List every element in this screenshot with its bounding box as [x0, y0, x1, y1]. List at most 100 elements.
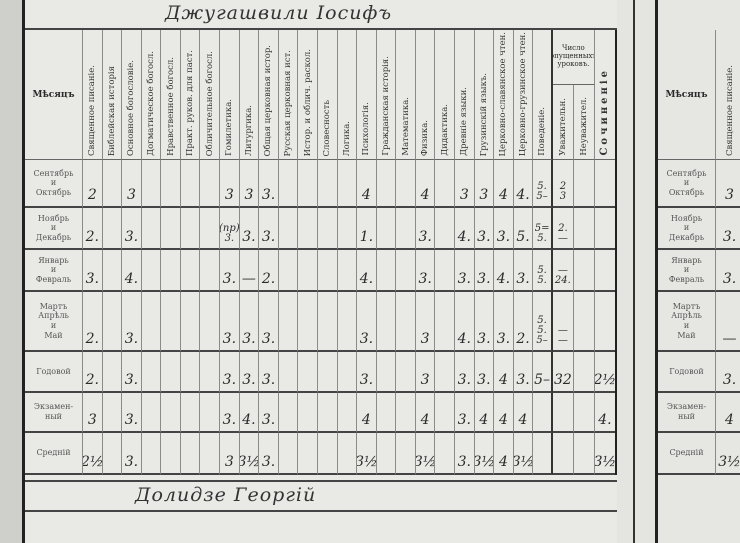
- grade-cell: 3.: [357, 292, 377, 352]
- next-student-name: Долидзе Георгій: [135, 484, 317, 506]
- subject-header-label: Основное богословіе.: [126, 59, 137, 156]
- grade-cell: 3.: [474, 292, 495, 352]
- grade-cell: 3: [83, 393, 103, 433]
- subject-header: Общая церковная истор.: [259, 30, 279, 160]
- grade-cell: [278, 208, 299, 250]
- next-row-label: Экзамен- ный: [658, 393, 716, 433]
- grade-cell: 4: [474, 393, 495, 433]
- grade-cell: [573, 208, 595, 250]
- grade-cell: [102, 352, 123, 393]
- grade-cell: 4.: [594, 393, 615, 433]
- student-name: Джугашвили Іосифъ: [165, 2, 393, 24]
- absences-subheader: Неуважител.: [573, 85, 595, 160]
- grade-cell: 2.: [513, 292, 534, 352]
- grade-cell: [396, 433, 416, 475]
- grade-cell: [161, 292, 181, 352]
- subject-header-label: Священное писаніе.: [87, 64, 98, 156]
- grade-cell: [161, 352, 181, 393]
- subject-header-label: Догматическое богосл.: [146, 51, 157, 156]
- grade-cell: [298, 393, 318, 433]
- page-gap: [617, 0, 655, 543]
- grade-cell: 3.: [122, 352, 142, 393]
- essay-header: Сочиненіе: [594, 30, 615, 160]
- row-label: Ноябрь и Декабрь: [25, 208, 83, 250]
- grade-cell: [396, 292, 416, 352]
- grade-cell: [337, 160, 358, 208]
- grade-cell: [141, 352, 162, 393]
- grade-cell: 3: [220, 160, 240, 208]
- grade-cell: [376, 292, 397, 352]
- grade-cell: 3½: [513, 433, 534, 475]
- grade-cell: [317, 250, 338, 292]
- grade-cell: [141, 208, 162, 250]
- next-row-label: Мартъ Апрѣль и Май: [658, 292, 716, 352]
- month-header: Мѣсяцъ: [25, 30, 83, 160]
- grade-cell: [200, 393, 221, 433]
- grade-cell: [396, 160, 416, 208]
- grade-cell: 3.: [454, 352, 475, 393]
- grade-cell: [337, 292, 358, 352]
- grade-cell: 4: [357, 160, 377, 208]
- grade-cell: 4.: [122, 250, 142, 292]
- grade-cell: [161, 160, 181, 208]
- grade-cell: [141, 250, 162, 292]
- grade-cell: 3.: [513, 250, 534, 292]
- grade-cell: [102, 292, 123, 352]
- grade-cell: [376, 393, 397, 433]
- grade-cell: 3½: [594, 433, 615, 475]
- row-label: Мартъ Апрѣль и Май: [25, 292, 83, 352]
- next-grade-cell: —: [716, 292, 740, 352]
- grade-cell: 3: [220, 433, 240, 475]
- grade-cell: 3: [454, 160, 475, 208]
- grade-cell: [552, 433, 574, 475]
- next-row-label: Средній: [658, 433, 716, 475]
- grade-cell: 3.: [259, 292, 279, 352]
- subject-header: Русская церковная ист.: [278, 30, 299, 160]
- grade-cell: 3½: [357, 433, 377, 475]
- subject-header: Грузинскій языкъ.: [474, 30, 495, 160]
- subject-header-label: Литургика.: [243, 104, 254, 156]
- essay-header-label: Сочиненіе: [599, 68, 611, 156]
- grade-cell: [102, 208, 123, 250]
- subject-header-label: Обличительное богосл.: [204, 50, 215, 156]
- grade-cell: [435, 393, 455, 433]
- grade-cell: — —: [552, 292, 574, 352]
- grade-cell: 3.: [122, 433, 142, 475]
- subject-header: Поведеніе.: [533, 30, 553, 160]
- grade-cell: [102, 160, 123, 208]
- subject-header-label: Словесность: [322, 99, 333, 156]
- grade-cell: 3: [415, 292, 436, 352]
- grade-cell: [180, 352, 201, 393]
- subject-header: Церковно-славянское чтен.: [494, 30, 514, 160]
- subject-header-label: Поведеніе.: [537, 107, 548, 156]
- grade-cell: [317, 393, 338, 433]
- grade-cell: [317, 160, 338, 208]
- grade-cell: 4.: [239, 393, 260, 433]
- grade-cell: 4: [415, 160, 436, 208]
- grade-cell: [376, 208, 397, 250]
- grade-cell: 1.: [357, 208, 377, 250]
- grade-cell: 3.: [83, 250, 103, 292]
- grade-cell: [200, 292, 221, 352]
- grade-cell: [278, 160, 299, 208]
- grade-cell: 3.: [239, 352, 260, 393]
- subject-header: Практ. руков. для паст.: [180, 30, 201, 160]
- grade-cell: [102, 393, 123, 433]
- grade-cell: 4: [494, 393, 514, 433]
- grade-cell: [573, 393, 595, 433]
- grade-cell: 3: [415, 352, 436, 393]
- grade-cell: [337, 208, 358, 250]
- grade-cell: [594, 292, 615, 352]
- grade-cell: 2.: [259, 250, 279, 292]
- grade-cell: [278, 292, 299, 352]
- grade-cell: 3.: [122, 292, 142, 352]
- subject-header: Логика.: [337, 30, 358, 160]
- grade-cell: [298, 292, 318, 352]
- next-row-label: Ноябрь и Декабрь: [658, 208, 716, 250]
- absences-subheader-label: Уважительн.: [557, 98, 568, 156]
- grade-cell: 3.: [513, 352, 534, 393]
- grade-cell: [396, 393, 416, 433]
- grade-cell: 3.: [122, 393, 142, 433]
- subject-header: Физика.: [415, 30, 436, 160]
